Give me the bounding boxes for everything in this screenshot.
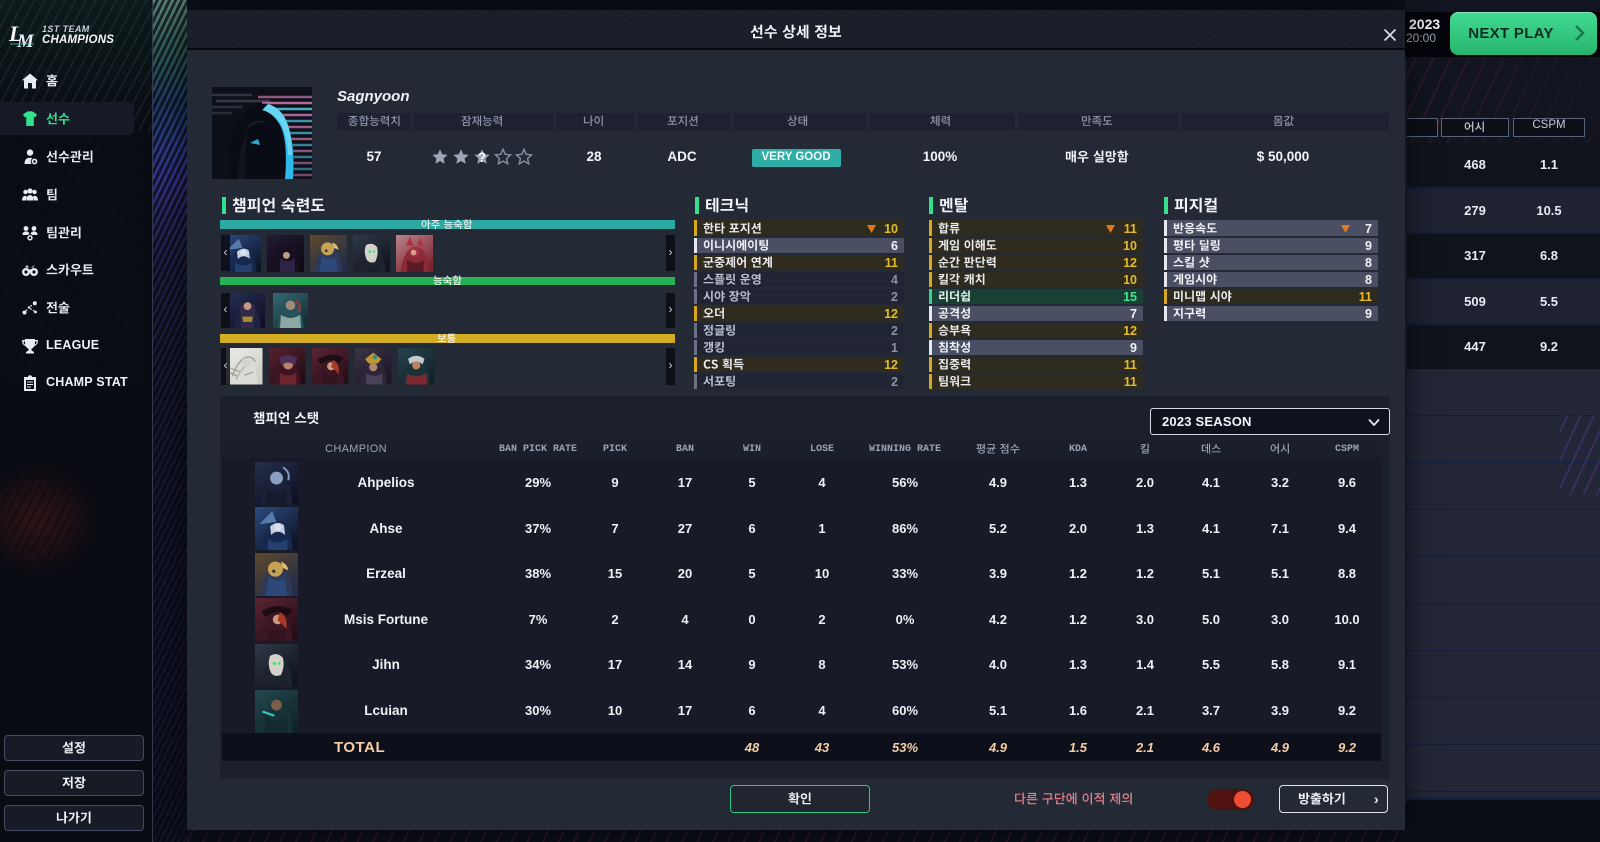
svg-text:M: M xyxy=(16,31,35,50)
svg-text:L: L xyxy=(8,21,22,46)
